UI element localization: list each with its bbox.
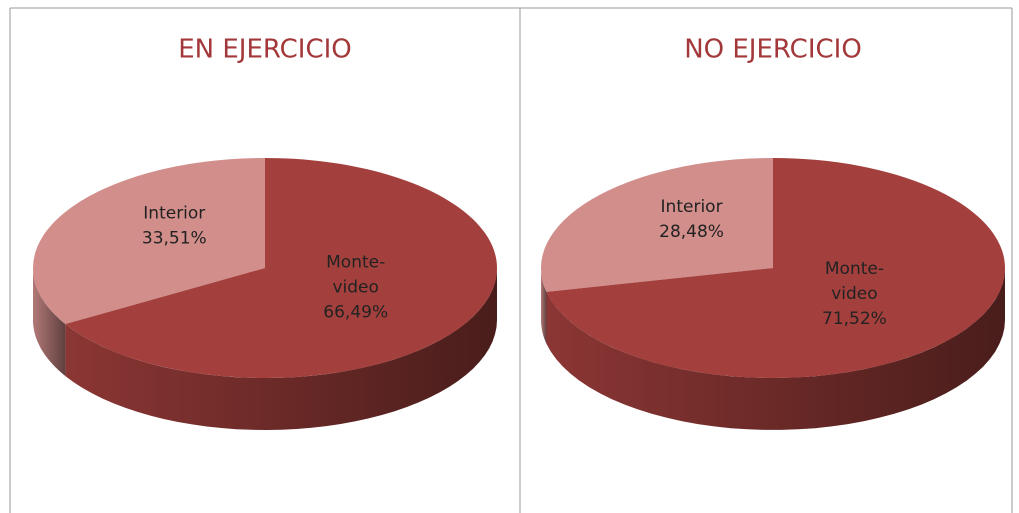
slice-label: Monte-video 71,52% [822,259,887,329]
chart-title: NO EJERCICIO [684,35,862,65]
category-label-part: Monte- [326,253,385,273]
category-label-part: video [332,278,378,298]
sides [541,268,1005,430]
value-label: 66,49% [323,303,388,323]
pie-slice [546,158,1005,379]
sides [33,268,498,430]
chart-title: EN EJERCICIO [178,35,352,65]
value-label: 28,48% [659,222,724,242]
category-label: Interior [143,203,205,223]
value-label: 33,51% [142,228,207,248]
category-label: Monte-video [326,253,385,298]
pie-side [546,268,1005,430]
pie-slice [65,158,498,378]
tops [541,158,1005,379]
category-label-part: video [831,284,877,304]
pie-slice [541,158,773,292]
pie-side [65,268,498,430]
slice-label: Interior 28,48% [659,197,724,242]
pie-side [33,268,66,377]
pie-side [541,268,547,344]
pie-slice [33,158,266,325]
tops [33,158,498,378]
slice-label: Interior 33,51% [142,203,207,248]
value-label: 71,52% [822,309,887,329]
slice-label: Monte-video 66,49% [323,253,388,323]
category-label: Monte-video [825,259,884,304]
category-label-part: Monte- [825,259,884,279]
category-label: Interior [661,197,723,217]
